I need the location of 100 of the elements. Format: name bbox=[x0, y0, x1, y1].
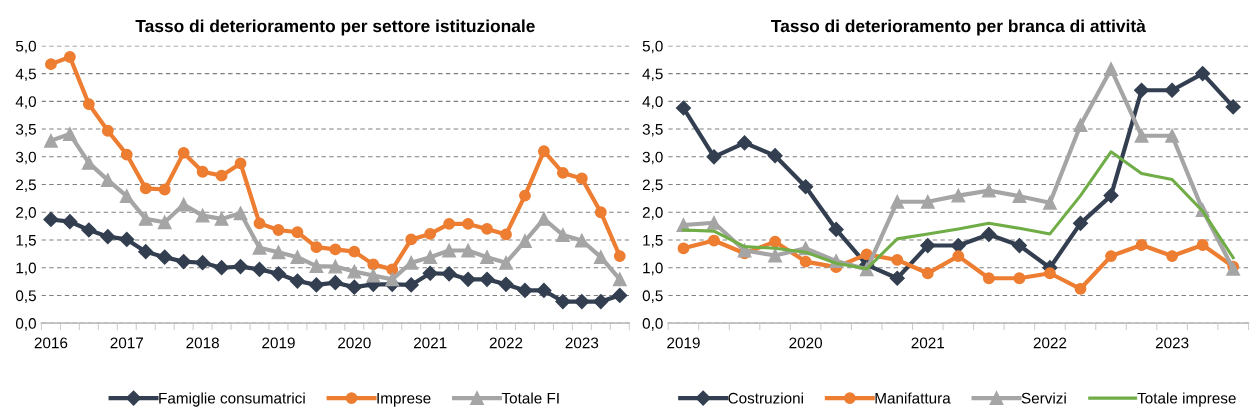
point bbox=[214, 260, 230, 276]
point bbox=[828, 221, 844, 238]
y-tick-label: 0,0 bbox=[15, 318, 36, 331]
point bbox=[291, 226, 304, 239]
point bbox=[1011, 237, 1027, 254]
point bbox=[309, 259, 324, 273]
legend-label: Imprese bbox=[377, 392, 431, 407]
point bbox=[289, 273, 305, 289]
point bbox=[177, 147, 190, 159]
point bbox=[798, 179, 814, 195]
x-tick-label: 2017 bbox=[110, 337, 143, 349]
point bbox=[404, 255, 419, 270]
point bbox=[45, 58, 57, 71]
y-tick-label: 1,0 bbox=[643, 262, 663, 276]
point bbox=[234, 157, 247, 170]
point bbox=[119, 231, 135, 247]
point bbox=[422, 265, 438, 281]
point bbox=[767, 148, 783, 164]
point bbox=[555, 293, 571, 310]
y-tick-label: 4,5 bbox=[642, 68, 663, 82]
y-tick-label: 1,5 bbox=[16, 235, 36, 248]
point bbox=[889, 270, 905, 286]
point bbox=[82, 98, 95, 111]
point bbox=[348, 245, 361, 258]
point bbox=[81, 222, 97, 238]
point bbox=[891, 254, 904, 266]
point bbox=[706, 149, 722, 165]
point bbox=[952, 250, 965, 262]
point bbox=[1135, 239, 1148, 251]
point bbox=[157, 249, 173, 265]
legend-label: Servizi bbox=[1021, 392, 1066, 404]
point bbox=[63, 51, 76, 63]
point bbox=[612, 287, 628, 304]
point bbox=[232, 259, 249, 275]
point bbox=[366, 268, 381, 283]
y-tick-label: 5,0 bbox=[15, 40, 36, 54]
y-tick-label: 0,0 bbox=[642, 318, 663, 331]
point bbox=[1196, 239, 1209, 251]
y-tick-label: 5,0 bbox=[642, 40, 663, 54]
point bbox=[1195, 66, 1211, 82]
point bbox=[328, 259, 343, 274]
point bbox=[138, 244, 154, 260]
point bbox=[462, 217, 474, 230]
point bbox=[951, 188, 966, 203]
point bbox=[100, 229, 116, 245]
point bbox=[1165, 128, 1180, 143]
point bbox=[1012, 189, 1027, 204]
x-tick-label: 2020 bbox=[789, 337, 823, 349]
point bbox=[500, 228, 512, 241]
point bbox=[538, 145, 550, 158]
x-tick-label: 2019 bbox=[262, 337, 295, 349]
x-tick-label: 2021 bbox=[911, 337, 945, 349]
point bbox=[920, 194, 935, 209]
y-tick-label: 3,0 bbox=[15, 151, 36, 165]
point bbox=[1166, 250, 1179, 262]
point bbox=[1134, 82, 1150, 98]
y-tick-label: 1,0 bbox=[16, 262, 36, 276]
point bbox=[677, 242, 690, 255]
point bbox=[251, 261, 268, 277]
point bbox=[441, 266, 457, 282]
y-tick-label: 2,5 bbox=[642, 179, 663, 193]
point bbox=[310, 241, 323, 254]
point bbox=[271, 245, 286, 260]
point bbox=[613, 250, 626, 262]
point bbox=[253, 217, 266, 230]
y-tick-label: 4,0 bbox=[642, 96, 663, 109]
x-tick-label: 2020 bbox=[338, 337, 371, 349]
point bbox=[120, 148, 133, 161]
point bbox=[329, 243, 342, 256]
point bbox=[403, 277, 419, 293]
point bbox=[982, 272, 995, 285]
point bbox=[308, 277, 324, 293]
point bbox=[405, 233, 418, 246]
point bbox=[1105, 250, 1117, 262]
point bbox=[480, 250, 494, 265]
point bbox=[593, 293, 609, 310]
point bbox=[499, 255, 513, 270]
point bbox=[461, 243, 476, 258]
point bbox=[1013, 272, 1026, 285]
point bbox=[593, 250, 608, 265]
point bbox=[1164, 82, 1180, 98]
point bbox=[769, 235, 781, 248]
point bbox=[921, 267, 934, 280]
point bbox=[519, 189, 531, 202]
point bbox=[195, 208, 210, 223]
point bbox=[536, 282, 552, 299]
point bbox=[575, 172, 588, 185]
point bbox=[214, 211, 229, 226]
point bbox=[1043, 195, 1057, 210]
point bbox=[1072, 215, 1089, 231]
x-tick-label: 2018 bbox=[186, 337, 219, 349]
y-tick-label: 3,0 bbox=[642, 151, 663, 165]
x-tick-label: 2022 bbox=[489, 337, 523, 349]
point bbox=[574, 293, 590, 310]
point bbox=[272, 224, 285, 236]
y-tick-label: 0,5 bbox=[15, 290, 36, 303]
point bbox=[768, 248, 783, 263]
point bbox=[708, 234, 720, 247]
point bbox=[536, 211, 551, 226]
point bbox=[707, 215, 721, 230]
